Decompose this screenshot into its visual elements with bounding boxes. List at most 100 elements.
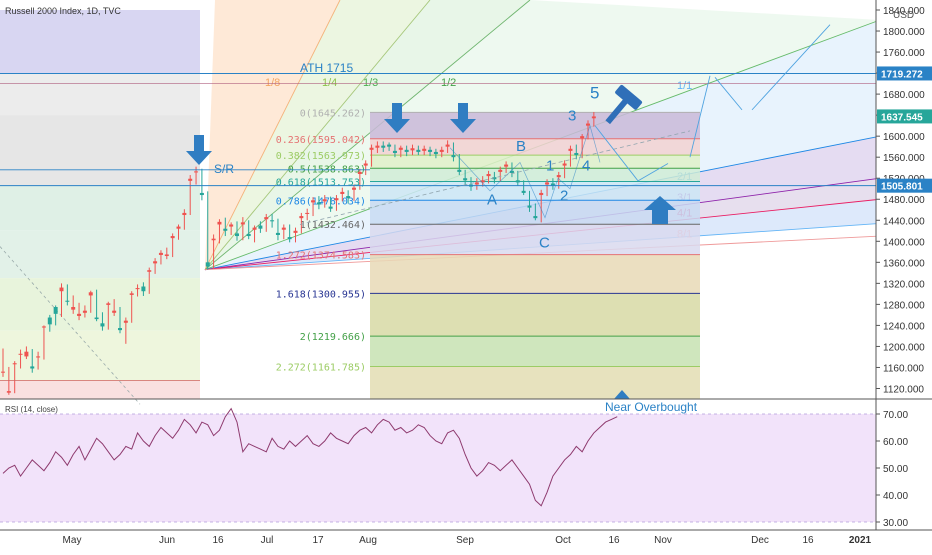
candle-body: [574, 152, 579, 156]
candle-body: [498, 169, 503, 172]
candle: [433, 148, 438, 159]
x-tick-label: Jun: [159, 535, 175, 546]
candle: [445, 140, 450, 153]
candle: [82, 305, 87, 318]
candle-body: [299, 216, 304, 219]
candle-body: [375, 145, 380, 148]
y-tick-label: 1320.000: [883, 279, 925, 290]
candle: [199, 168, 204, 201]
candle-body: [170, 236, 175, 239]
candle-body: [135, 288, 140, 290]
candle-body: [445, 144, 450, 147]
fib-band-2: [370, 155, 700, 169]
candle-body: [12, 363, 17, 365]
candle: [574, 144, 579, 160]
candle-body: [474, 182, 479, 185]
fib-band-6: [370, 224, 700, 255]
candle-body: [229, 224, 234, 227]
candle: [311, 197, 316, 217]
candle-body: [381, 145, 386, 148]
candle: [352, 184, 356, 201]
left-band-3: [0, 185, 200, 231]
candle-body: [240, 222, 245, 225]
rising-dashed-line: [299, 130, 691, 225]
candle: [275, 218, 280, 241]
rsi-tick-label: 40.00: [883, 491, 908, 502]
wave-label-5: 5: [590, 83, 599, 102]
candle: [287, 224, 292, 243]
candle: [568, 145, 573, 167]
candle: [264, 213, 269, 232]
fib-band-1: [370, 138, 700, 156]
rsi-tick-label: 70.00: [883, 410, 908, 421]
x-tick-label: Aug: [359, 535, 377, 546]
x-tick-label: Dec: [751, 535, 769, 546]
y-tick-label: 1760.000: [883, 48, 925, 59]
chart-title: Russell 2000 Index, 1D, TVC: [5, 6, 121, 16]
fib-level-label-2: 0.382(1563.973): [276, 151, 366, 162]
candle: [586, 120, 590, 140]
candle-body: [158, 252, 163, 255]
gavel-head: [615, 84, 643, 110]
candle: [88, 290, 93, 313]
candle: [486, 170, 491, 184]
candle-body: [176, 226, 181, 229]
candle-body: [550, 183, 555, 186]
fan-ray-2: [204, 0, 531, 271]
candle: [211, 234, 216, 269]
x-tick-label: Nov: [654, 535, 672, 546]
candle-body: [53, 307, 58, 314]
price-label-text-0: 1719.272: [881, 69, 923, 80]
candle: [158, 250, 163, 265]
candle-body: [123, 320, 128, 323]
bottom-arrow-fragment: [614, 390, 630, 399]
wave-label-1: 1: [546, 157, 554, 174]
fan-label-left-2: 1/3: [363, 77, 378, 89]
candle-body: [211, 238, 216, 241]
candle-body: [129, 293, 134, 295]
left-band-6: [0, 330, 200, 381]
candle: [176, 224, 181, 240]
background-layer: [0, 10, 200, 405]
candle: [252, 225, 257, 243]
candle-body: [1, 371, 5, 373]
wave-path: [449, 124, 601, 219]
candle: [47, 314, 52, 332]
projection-arrow-1: [637, 163, 669, 182]
candle-body: [182, 212, 187, 216]
candle-body: [586, 123, 590, 126]
candle: [12, 361, 17, 394]
price-axis-background: [876, 0, 932, 550]
y-tick-label: 1280.000: [883, 300, 925, 311]
candle-body: [533, 216, 538, 219]
price-label-box-1: [877, 109, 932, 124]
price-label-box-0: [877, 66, 932, 81]
candle-body: [545, 182, 550, 185]
candle: [346, 190, 351, 204]
candle: [340, 187, 345, 202]
candle-body: [404, 149, 409, 152]
candle: [334, 195, 339, 211]
candle: [141, 282, 146, 296]
candle: [281, 224, 286, 240]
candle: [217, 219, 222, 244]
candle-body: [6, 391, 11, 393]
candle-body: [24, 351, 29, 357]
x-tick-label: 2021: [849, 535, 872, 546]
projection-arrow-3: [714, 76, 743, 111]
candle-body: [363, 163, 368, 166]
left-band-2: [0, 115, 200, 186]
fib-level-label-5: 0.786(1478.034): [276, 196, 366, 207]
y-tick-label: 1680.000: [883, 90, 925, 101]
y-tick-label: 1160.000: [883, 363, 924, 374]
candle-body: [340, 191, 345, 194]
candle: [235, 221, 239, 241]
left-band-5: [0, 278, 200, 331]
candle: [223, 217, 228, 237]
candle: [77, 302, 82, 321]
candle-body: [422, 148, 427, 151]
candle-body: [252, 227, 257, 230]
candle: [147, 267, 152, 294]
candle: [398, 145, 403, 158]
candle-body: [527, 205, 532, 208]
